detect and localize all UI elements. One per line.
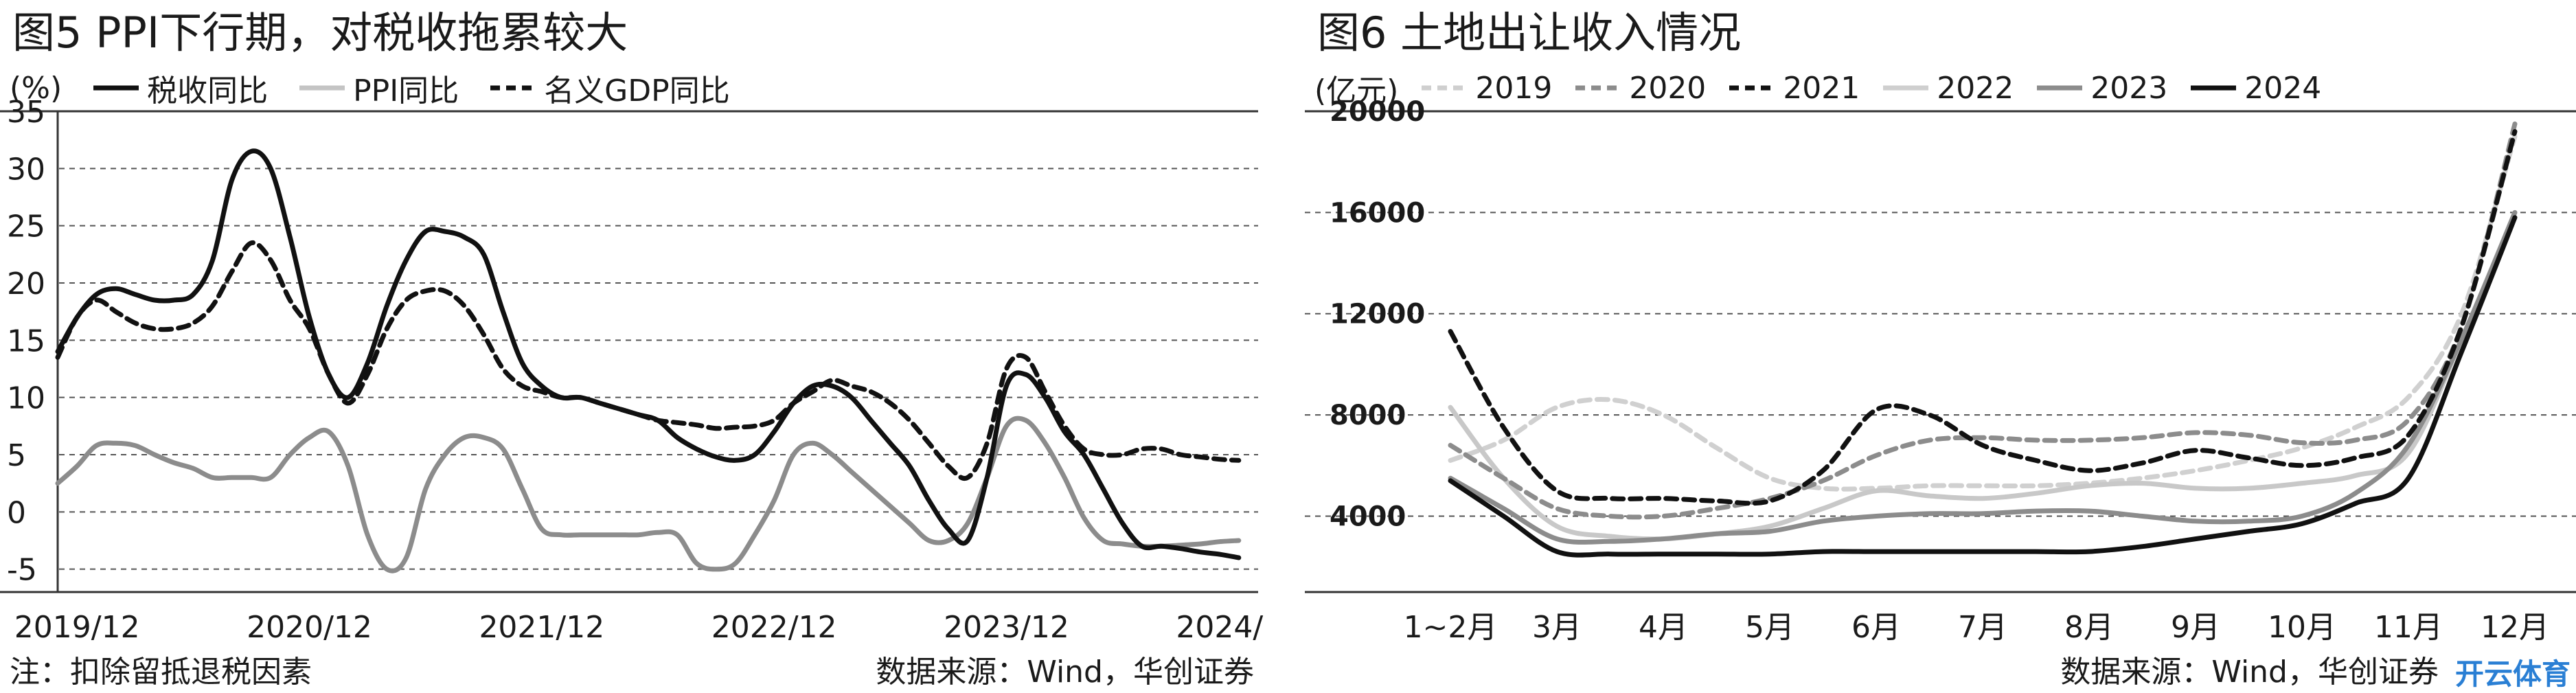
chart-note: 注：扣除留抵退税因素 xyxy=(10,655,312,690)
series-line-名义GDP同比 xyxy=(55,240,1242,481)
x-tick-label: 5月 xyxy=(1745,610,1794,645)
legend-item: 2024 xyxy=(2191,71,2321,106)
x-tick-label: 3月 xyxy=(1532,610,1582,645)
y-tick-label: 8000 xyxy=(1330,400,1406,431)
legend-item: 名义GDP同比 xyxy=(490,66,730,110)
y-tick-label: 20 xyxy=(7,266,45,302)
legend-swatch xyxy=(1422,85,1468,91)
y-tick-label: 0 xyxy=(7,495,26,530)
x-tick-label: 7月 xyxy=(1958,610,2007,645)
y-tick-label: 20000 xyxy=(1330,96,1425,128)
y-tick-label: 4000 xyxy=(1330,501,1406,532)
legend-item: 2023 xyxy=(2037,71,2167,106)
y-tick-label: 30 xyxy=(7,152,45,187)
legend-label: 2020 xyxy=(1629,70,1707,106)
series-line-PPI同比 xyxy=(55,416,1242,573)
x-tick-label: 6月 xyxy=(1851,610,1901,645)
chart-panel-land: 图6 土地出让收入情况 (亿元) 2019 2020 2021 2022 202… xyxy=(1305,0,2576,693)
legend-swatch xyxy=(490,85,536,91)
x-tick-label: 2022/12 xyxy=(711,610,837,645)
x-tick-label: 2020/12 xyxy=(247,610,372,645)
series-line-2019 xyxy=(1448,134,2518,492)
x-tick-label: 9月 xyxy=(2171,610,2220,645)
series-line-2021 xyxy=(1448,129,2518,506)
x-tick-label: 4月 xyxy=(1639,610,1688,645)
y-tick-label: 12000 xyxy=(1330,299,1425,330)
series-line-2022 xyxy=(1448,209,2518,542)
chart-title: 图6 土地出让收入情况 xyxy=(1317,8,1742,58)
legend-item: PPI同比 xyxy=(299,66,459,110)
x-tick-label: 2024/12 xyxy=(1176,610,1264,645)
legend-swatch xyxy=(1575,85,1621,91)
unit-label: (亿元) xyxy=(1314,73,1399,109)
x-tick-label: 10月 xyxy=(2268,610,2336,645)
chart-plot: 35 30 25 20 15 10 5 0 -5 2019/12 2020/12 2021/12 202… xyxy=(0,95,1264,645)
x-tick-label: 2023/12 xyxy=(944,610,1069,645)
series-line-2020 xyxy=(1448,121,2518,520)
x-tick-label: 8月 xyxy=(2064,610,2114,645)
x-tick-label: 2019/12 xyxy=(14,610,140,645)
legend-item: 2022 xyxy=(1883,71,2014,106)
chart-plot: 20000 16000 12000 8000 4000 1~2月 3月 4月 5月 6月 7月 8月 9… xyxy=(1305,96,2576,645)
legend-label: 名义GDP同比 xyxy=(544,73,730,109)
legend-label: 2021 xyxy=(1783,70,1860,106)
legend-label: 2022 xyxy=(1937,70,2014,106)
x-tick-label: 2021/12 xyxy=(479,610,604,645)
watermark-logo: 开云体育 xyxy=(2454,657,2571,691)
legend-item: 2019 xyxy=(1422,71,1552,106)
y-tick-label: 5 xyxy=(7,438,26,473)
x-tick-label: 11月 xyxy=(2374,610,2443,645)
legend-item: 2020 xyxy=(1575,71,1706,106)
series-line-税收同比 xyxy=(55,148,1242,560)
y-tick-label: 25 xyxy=(7,209,45,245)
legend-label: 2023 xyxy=(2090,70,2168,106)
legend-item: 税收同比 xyxy=(93,66,268,110)
chart-title: 图5 PPI下行期，对税收拖累较大 xyxy=(12,8,628,58)
legend-swatch xyxy=(299,85,345,91)
legend-swatch xyxy=(2191,85,2237,91)
y-tick-label: 15 xyxy=(7,323,45,359)
legend-swatch xyxy=(2037,85,2083,91)
legend-swatch xyxy=(1729,85,1775,91)
y-tick-label: -5 xyxy=(7,553,37,588)
legend: (亿元) 2019 2020 2021 2022 2023 2024 xyxy=(1314,67,2321,109)
y-tick-label: 16000 xyxy=(1330,197,1425,229)
unit-label: (%) xyxy=(10,70,62,106)
chart-panel-tax: 图5 PPI下行期，对税收拖累较大 (%) 税收同比 PPI同比 名义GDP同比… xyxy=(0,0,1264,693)
x-tick-label: 12月 xyxy=(2481,610,2549,645)
legend-label: 2019 xyxy=(1475,70,1553,106)
y-tick-label: 10 xyxy=(7,381,45,416)
chart-source: 数据来源：Wind，华创证券 xyxy=(2060,655,2439,690)
y-tick-label: 35 xyxy=(7,95,45,130)
legend-item: 2021 xyxy=(1729,71,1860,106)
legend-label: PPI同比 xyxy=(353,73,459,109)
series-line-2024 xyxy=(1448,215,2518,558)
legend-swatch xyxy=(1883,85,1929,91)
legend-swatch xyxy=(93,85,139,91)
series-line-2023 xyxy=(1448,209,2518,545)
legend-label: 2024 xyxy=(2244,70,2322,106)
legend: (%) 税收同比 PPI同比 名义GDP同比 xyxy=(10,67,730,109)
x-tick-label: 1~2月 xyxy=(1404,610,1498,645)
legend-label: 税收同比 xyxy=(147,73,269,109)
chart-source: 数据来源：Wind，华创证券 xyxy=(876,655,1254,690)
